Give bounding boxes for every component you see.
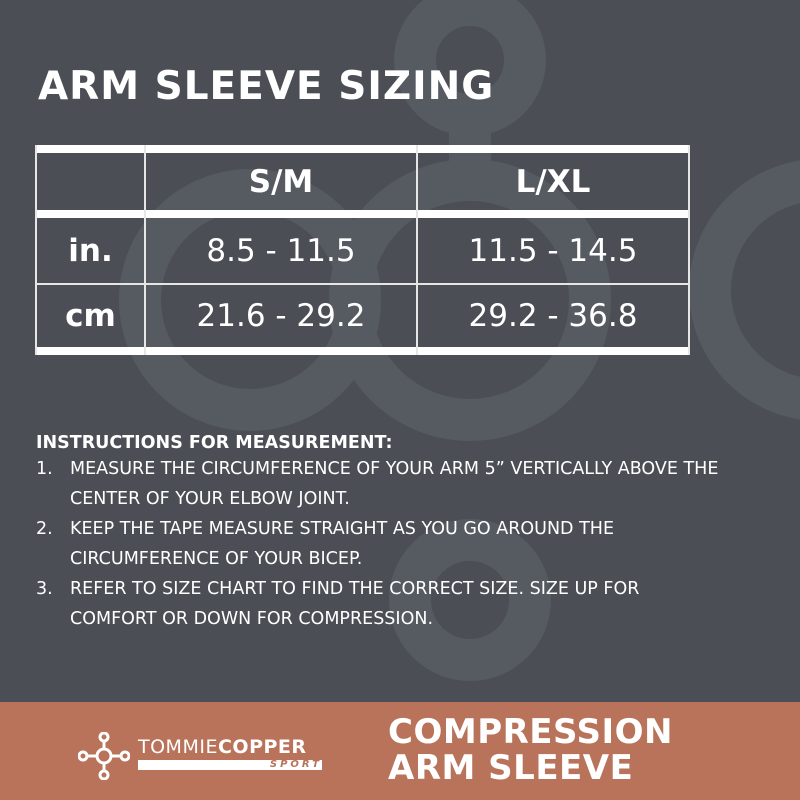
step-text: MEASURE THE CIRCUMFERENCE OF YOUR ARM 5”… — [70, 459, 719, 509]
page-title: ARM SLEEVE SIZING — [38, 64, 495, 109]
table-header-divider — [35, 210, 690, 218]
product-line-2: ARM SLEEVE — [388, 748, 634, 788]
cell-in-lxl: 11.5 - 14.5 — [468, 232, 638, 269]
step-number: 1. — [36, 459, 53, 479]
product-line-1: COMPRESSION — [388, 712, 673, 752]
instruction-step: 2. KEEP THE TAPE MEASURE STRAIGHT AS YOU … — [36, 514, 776, 574]
cell-cm-lxl: 29.2 - 36.8 — [468, 298, 638, 334]
header-size-lxl: L/XL — [515, 163, 591, 200]
instructions-heading: INSTRUCTIONS FOR MEASUREMENT: — [36, 433, 393, 453]
background-logo-pattern — [119, 0, 800, 681]
brand-sub: SPORT — [138, 760, 322, 770]
brand-name: TOMMIECOPPER — [138, 736, 307, 758]
footer-banner: TOMMIECOPPER SPORT COMPRESSION ARM SLEEV… — [0, 702, 800, 800]
step-text: REFER TO SIZE CHART TO FIND THE CORRECT … — [70, 579, 640, 629]
row-unit-cm: cm — [65, 298, 116, 334]
table-col-divider — [144, 145, 146, 355]
row-unit-inches: in. — [68, 232, 113, 269]
instruction-step: 1. MEASURE THE CIRCUMFERENCE OF YOUR ARM … — [36, 454, 776, 514]
header-size-sm: S/M — [248, 163, 314, 200]
brand-light: TOMMIE — [138, 736, 218, 758]
table-left-border — [35, 145, 37, 355]
table-top-border — [35, 145, 690, 153]
table-right-border — [688, 145, 690, 355]
tommie-copper-logo-icon — [78, 732, 130, 780]
table-col-divider — [416, 145, 418, 355]
table-bottom-border — [35, 347, 690, 355]
measurement-instructions: INSTRUCTIONS FOR MEASUREMENT: 1. MEASURE … — [36, 432, 776, 634]
step-number: 3. — [36, 579, 53, 599]
step-text: KEEP THE TAPE MEASURE STRAIGHT AS YOU GO… — [70, 519, 614, 569]
brand-bold: COPPER — [217, 736, 307, 758]
product-name: COMPRESSION ARM SLEEVE — [388, 714, 673, 786]
instruction-step: 3. REFER TO SIZE CHART TO FIND THE CORREC… — [36, 574, 776, 634]
cell-in-sm: 8.5 - 11.5 — [206, 232, 356, 269]
step-number: 2. — [36, 519, 53, 539]
table-row-divider — [35, 283, 690, 285]
size-chart-table: S/M L/XL in. 8.5 - 11.5 11.5 - 14.5 cm 2… — [35, 145, 690, 355]
cell-cm-sm: 21.6 - 29.2 — [196, 298, 366, 334]
